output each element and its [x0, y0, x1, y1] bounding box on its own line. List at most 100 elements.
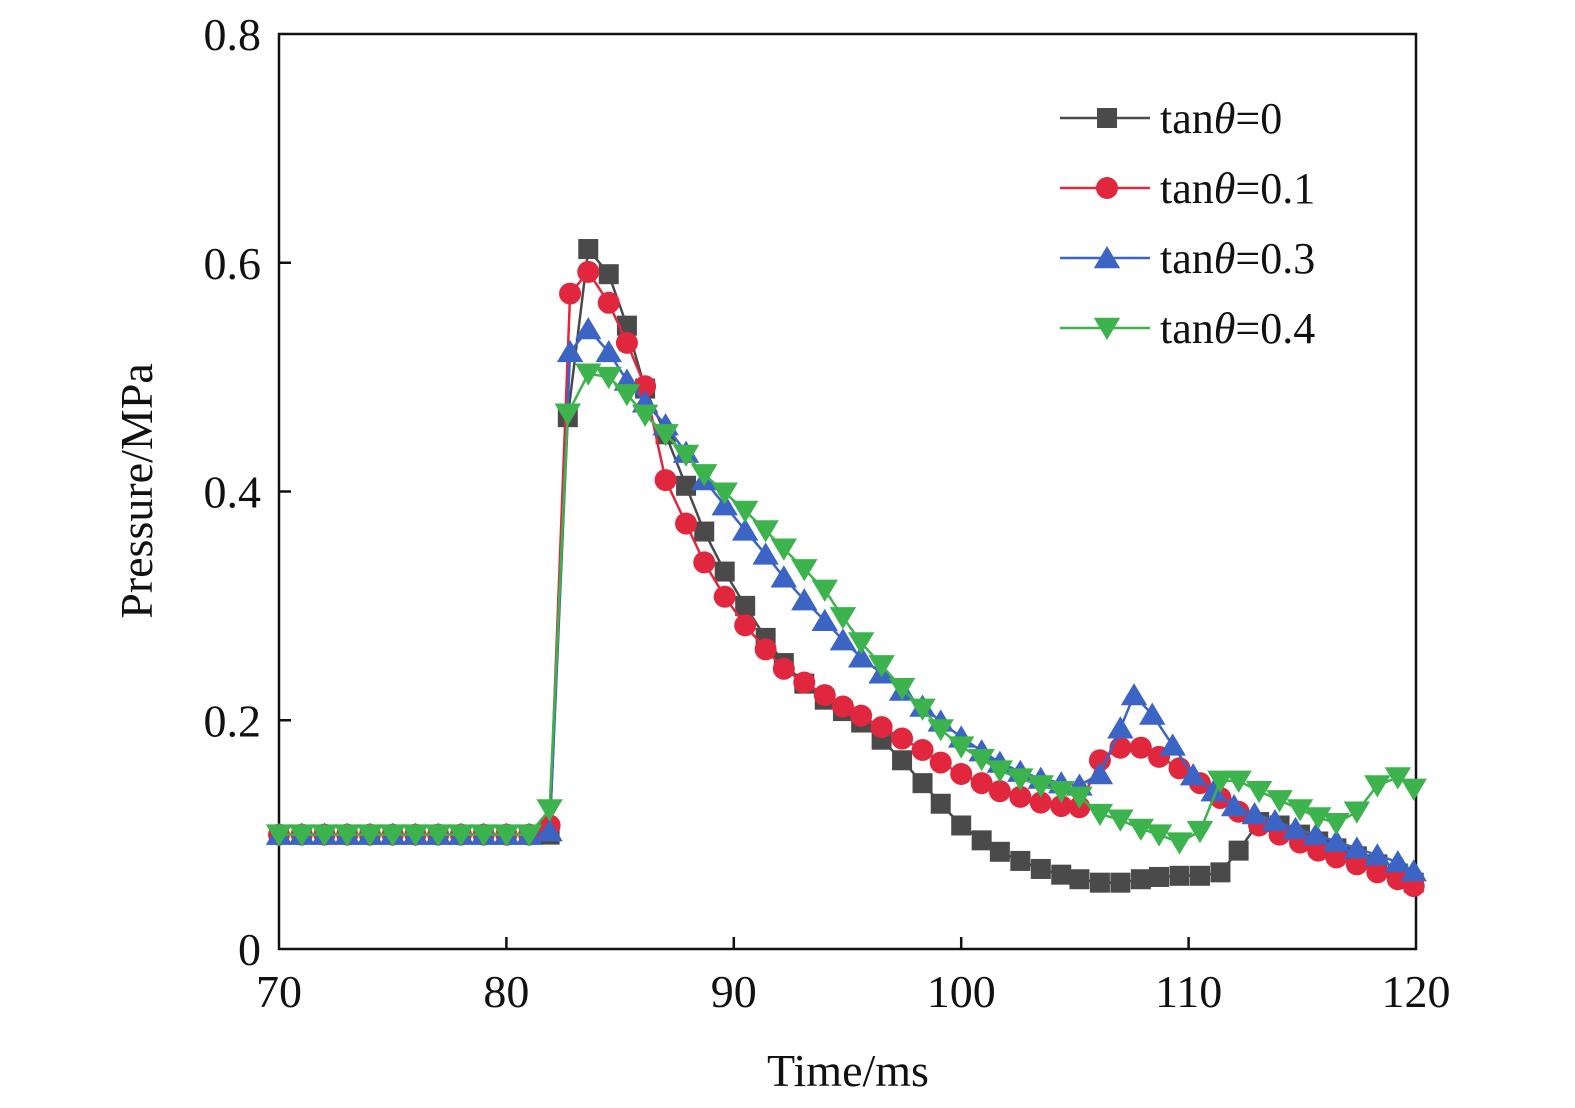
data-point [1384, 850, 1412, 873]
data-point [970, 772, 993, 795]
legend-label-suffix: =0 [1235, 94, 1282, 143]
legend-marker [1097, 108, 1117, 128]
data-point [1343, 836, 1371, 859]
data-point [1228, 840, 1249, 861]
data-point [652, 424, 679, 447]
legend-label-prefix: tan [1160, 164, 1214, 213]
data-point [634, 375, 657, 398]
data-point [1343, 801, 1371, 824]
y-tick-label: 0.4 [204, 467, 262, 518]
x-tick-label: 110 [1155, 966, 1222, 1017]
data-point [578, 239, 599, 260]
data-point [1129, 736, 1152, 759]
legend-entry: tanθ=0.4 [1060, 304, 1315, 353]
data-point [1030, 858, 1051, 879]
legend-label-symbol: θ [1214, 234, 1236, 283]
data-point [1048, 780, 1075, 804]
data-point [598, 264, 619, 285]
data-point [831, 695, 854, 718]
data-point [772, 657, 795, 680]
data-point [891, 727, 914, 750]
data-point [613, 384, 641, 407]
data-point [536, 819, 563, 842]
data-point [892, 750, 913, 771]
y-axis-title: Pressure/MPa [111, 363, 162, 619]
data-point [1400, 778, 1427, 801]
data-point [1189, 865, 1210, 886]
data-point [631, 404, 659, 427]
data-point [1169, 865, 1190, 886]
data-point [971, 830, 992, 851]
x-tick-label: 100 [927, 966, 996, 1017]
data-point [1166, 832, 1193, 855]
legend-marker [1093, 317, 1121, 340]
data-point [675, 512, 698, 535]
data-point [1220, 794, 1248, 817]
data-point [868, 655, 895, 678]
series-1 [268, 260, 1425, 898]
data-point [1069, 869, 1090, 890]
data-point [731, 518, 759, 541]
legend-marker [1096, 177, 1118, 199]
data-point [791, 559, 818, 582]
data-point [813, 684, 836, 707]
data-point [615, 331, 638, 354]
data-point [811, 608, 838, 631]
data-point [1266, 790, 1293, 813]
data-point [770, 565, 798, 588]
data-point [793, 671, 816, 694]
data-point [1186, 820, 1214, 844]
data-point [334, 824, 361, 847]
data-point [948, 736, 975, 759]
data-point [714, 561, 735, 582]
legend-label-symbol: θ [1214, 94, 1236, 143]
data-point [1009, 785, 1032, 808]
data-point [577, 260, 600, 283]
data-point [1245, 780, 1273, 804]
data-point [752, 542, 779, 565]
legend-entry: tanθ=0 [1060, 94, 1282, 143]
x-tick-label: 80 [483, 966, 529, 1017]
data-point [754, 638, 777, 661]
data-point [1225, 770, 1252, 793]
data-point [470, 824, 497, 847]
data-point [1066, 786, 1093, 809]
data-point [1027, 775, 1054, 798]
data-point [536, 799, 563, 822]
data-point [1051, 864, 1072, 885]
data-point [654, 469, 677, 492]
data-point [1086, 803, 1114, 827]
data-point [1149, 866, 1170, 887]
data-point [909, 698, 936, 721]
data-point [1364, 843, 1391, 866]
data-point [1282, 816, 1309, 840]
data-point [713, 585, 736, 608]
data-point [927, 719, 954, 742]
data-point [1323, 812, 1350, 836]
data-point [989, 841, 1010, 862]
data-point [1110, 872, 1131, 893]
data-point [1261, 808, 1289, 832]
y-axis-ticks: 0 0.2 0.4 0.6 0.8 [204, 9, 291, 975]
legend-entry: tanθ=0.3 [1060, 234, 1315, 283]
data-point [829, 607, 857, 630]
legend-label-suffix: =0.4 [1235, 304, 1315, 353]
x-tick-label: 120 [1382, 966, 1451, 1017]
data-point [1029, 791, 1052, 814]
data-point [1089, 872, 1110, 893]
data-point [847, 632, 875, 655]
data-point [1086, 762, 1114, 785]
data-point [288, 824, 315, 847]
data-point [731, 500, 759, 523]
data-point [968, 748, 995, 772]
data-point [694, 521, 715, 542]
data-point [888, 678, 916, 701]
data-point [1159, 733, 1186, 756]
data-point [1384, 767, 1412, 790]
data-point [850, 704, 873, 727]
data-point [1139, 702, 1166, 725]
legend-entry: tanθ=0.1 [1060, 164, 1315, 213]
data-point [424, 824, 452, 847]
data-point [711, 482, 738, 505]
data-point [951, 815, 972, 836]
